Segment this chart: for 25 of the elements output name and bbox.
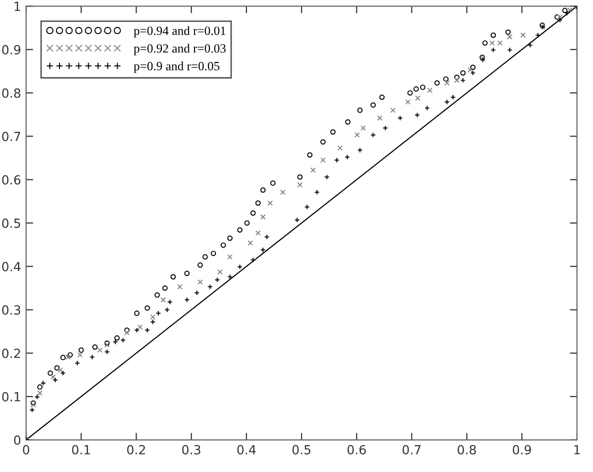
x-tick-label: 0.5 xyxy=(292,444,310,454)
x-tick-label: 0.7 xyxy=(402,444,421,454)
x-tick-label: 0.8 xyxy=(458,444,476,454)
y-tick-label: 0.6 xyxy=(2,175,20,185)
y-tick-label: 0.8 xyxy=(2,88,20,98)
x-tick-label: 0.3 xyxy=(182,444,200,454)
x-tick-label: 0.9 xyxy=(512,444,531,454)
y-tick-label: 0.7 xyxy=(2,132,20,142)
legend-label: p=0.9 and r=0.05 xyxy=(134,62,220,73)
legend-label: p=0.92 and r=0.03 xyxy=(134,44,226,56)
y-tick-label: 0.5 xyxy=(2,218,20,228)
legend-label: p=0.94 and r=0.01 xyxy=(134,26,226,38)
y-tick-label: 0.1 xyxy=(2,392,20,402)
x-tick-label: 0.4 xyxy=(237,444,256,454)
x-tick-label: 0.6 xyxy=(348,444,366,454)
x-tick-label: 0.2 xyxy=(127,444,145,454)
y-tick-label: 0 xyxy=(14,435,20,445)
x-tick-label: 0.1 xyxy=(72,444,90,454)
x-tick-label: 1 xyxy=(574,445,580,454)
y-tick-label: 0.4 xyxy=(2,262,21,272)
y-tick-label: 0.2 xyxy=(2,348,20,358)
y-tick-label: 0.3 xyxy=(2,305,20,315)
x-tick-label: 0 xyxy=(22,444,30,454)
y-tick-label: 1 xyxy=(14,2,20,11)
y-tick-label: 0.9 xyxy=(2,44,20,54)
